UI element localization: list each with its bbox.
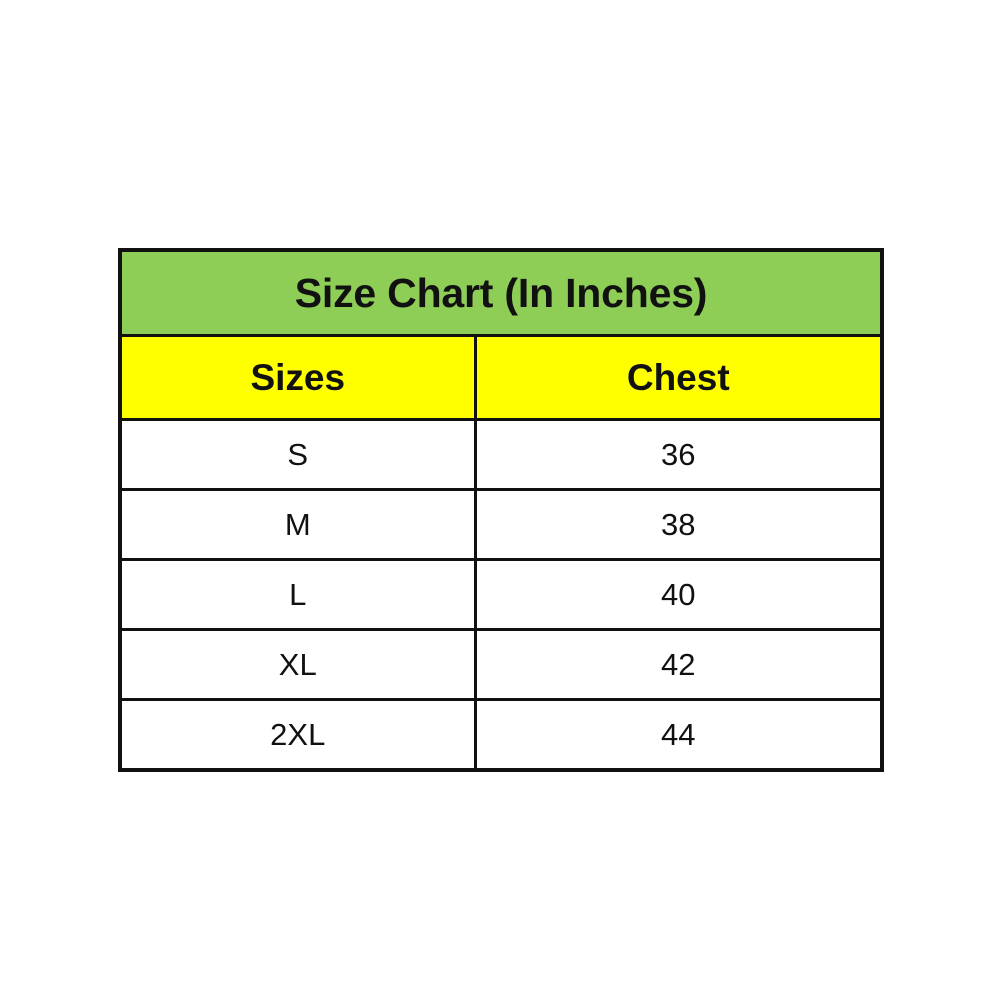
cell-size: L bbox=[118, 558, 477, 631]
cell-size: M bbox=[118, 488, 477, 561]
cell-chest: 44 bbox=[473, 698, 884, 772]
cell-chest: 38 bbox=[473, 488, 884, 561]
cell-chest: 42 bbox=[473, 628, 884, 701]
cell-chest: 36 bbox=[473, 418, 884, 491]
cell-size: XL bbox=[118, 628, 477, 701]
size-chart-title: Size Chart (In Inches) bbox=[118, 248, 884, 337]
table-row: 2XL 44 bbox=[118, 698, 884, 772]
size-chart-table: Size Chart (In Inches) Sizes Chest S 36 … bbox=[118, 248, 885, 772]
cell-size: 2XL bbox=[118, 698, 477, 772]
table-row: S 36 bbox=[118, 418, 884, 491]
table-row: M 38 bbox=[118, 488, 884, 561]
column-header-chest: Chest bbox=[473, 334, 884, 421]
size-chart-title-row: Size Chart (In Inches) bbox=[118, 248, 884, 337]
column-header-sizes: Sizes bbox=[118, 334, 477, 421]
table-row: XL 42 bbox=[118, 628, 884, 701]
size-chart-header-row: Sizes Chest bbox=[118, 334, 884, 421]
cell-size: S bbox=[118, 418, 477, 491]
cell-chest: 40 bbox=[473, 558, 884, 631]
table-row: L 40 bbox=[118, 558, 884, 631]
